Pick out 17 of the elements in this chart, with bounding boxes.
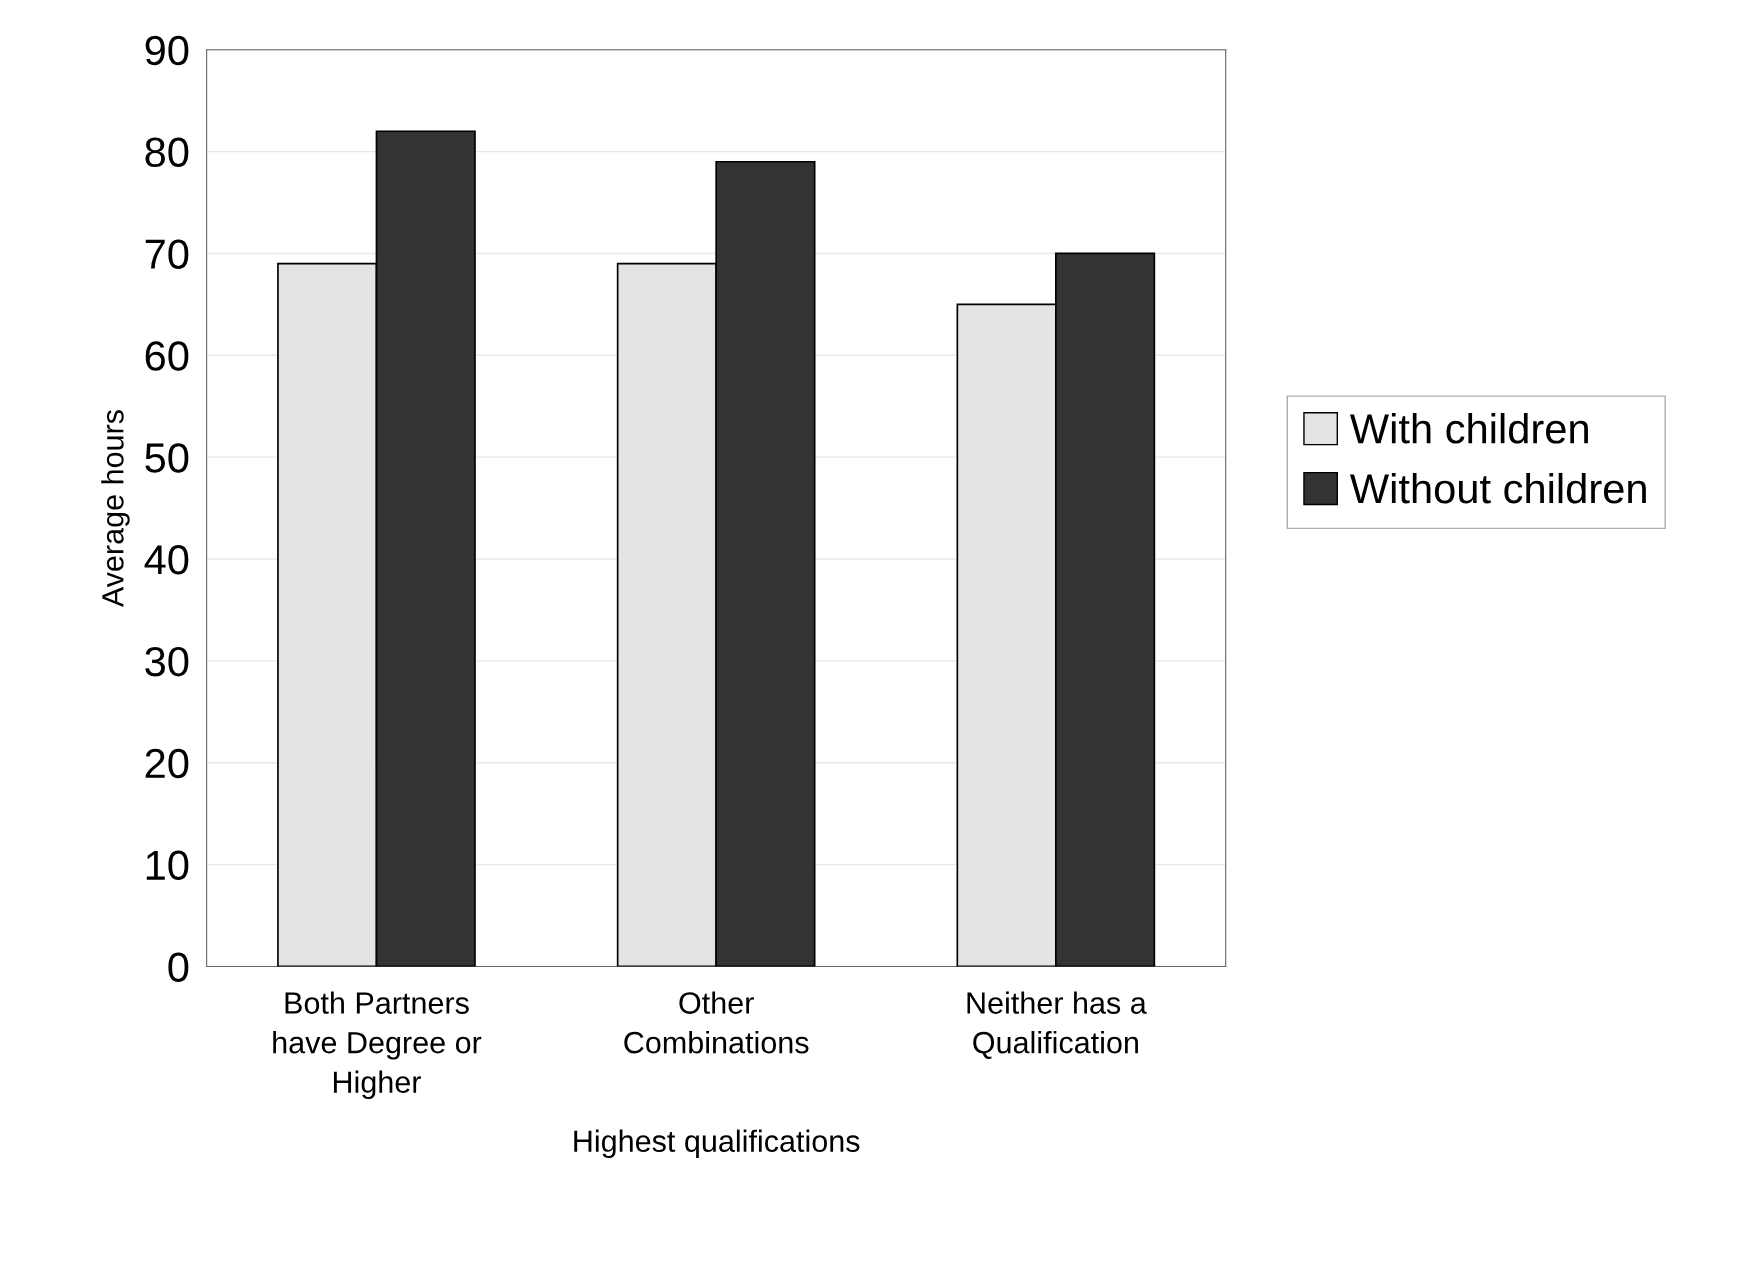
y-tick-label: 60 — [145, 341, 189, 371]
y-tick-label: 0 — [168, 952, 189, 982]
x-axis-title: Highest qualifications — [574, 1129, 860, 1159]
y-tick-label: 30 — [145, 646, 189, 677]
y-tick-label: 80 — [145, 137, 189, 168]
y-tick-label: 10 — [146, 850, 189, 881]
y-axis-title: Average hours — [101, 410, 130, 608]
legend-label: Without children — [1349, 472, 1646, 504]
y-tick-label: 40 — [144, 545, 189, 575]
x-tick-label: Both Partners have Degree or Higher — [273, 991, 482, 1100]
x-tick-label: Other Combinations — [624, 991, 809, 1054]
legend-label: With children — [1349, 412, 1588, 444]
x-tick-label: Neither has a Qualification — [967, 991, 1147, 1059]
y-tick-label: 20 — [145, 748, 189, 779]
y-tick-label: 90 — [145, 35, 189, 66]
y-tick-label: 70 — [145, 239, 189, 269]
y-tick-label: 50 — [145, 443, 189, 473]
